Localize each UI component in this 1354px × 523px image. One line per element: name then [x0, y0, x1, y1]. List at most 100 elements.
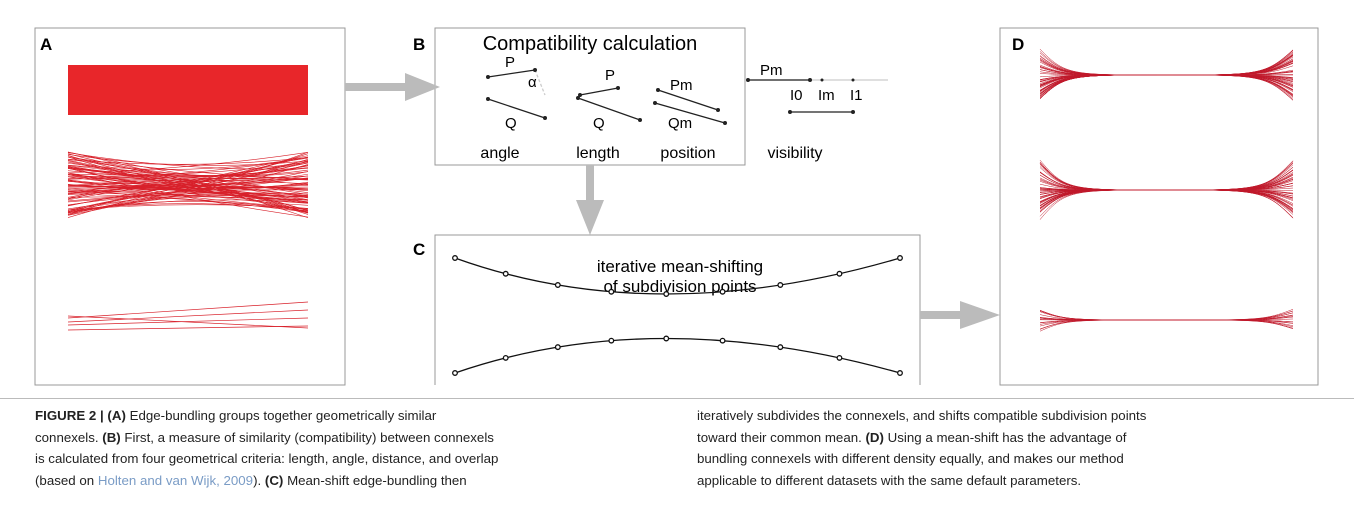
subdivision-point: [719, 337, 726, 344]
edge: [67, 187, 309, 195]
caption-line: applicable to different datasets with th…: [697, 470, 1146, 492]
edge: [67, 199, 309, 214]
caption-line: connexels. (B) First, a measure of simil…: [35, 427, 498, 449]
subdivision-point: [502, 354, 509, 361]
edge: [67, 179, 309, 197]
caption-text: (B): [102, 429, 121, 445]
panel-d-frame: [999, 27, 1319, 386]
bundle-edge: [1039, 174, 1294, 214]
subdivision-point: [554, 344, 561, 351]
edge: [67, 157, 309, 165]
bundle-edge: [1039, 74, 1294, 101]
edge: [67, 179, 309, 201]
panel-text: of subdivision points: [603, 277, 756, 296]
dense-edges: [68, 65, 308, 115]
citation-link[interactable]: Holten and van Wijk, 2009: [97, 472, 254, 488]
edge: [67, 201, 309, 213]
caption-text: FIGURE 2 | (A): [35, 408, 126, 423]
caption-text: Mean-shift edge-bundling then: [283, 472, 467, 488]
bundle-edge: [1039, 50, 1294, 76]
bundle-edge: [1039, 163, 1294, 204]
subdivision-point: [608, 288, 615, 295]
bundle-edge: [1039, 189, 1294, 218]
caption-text: toward their common mean.: [697, 429, 866, 445]
caption-text: (C): [264, 472, 284, 488]
bundle-edge: [1039, 189, 1294, 219]
edge: [67, 174, 309, 182]
bundle-edge: [1039, 64, 1294, 98]
edge: [67, 180, 309, 209]
bundle-edge: [1039, 172, 1294, 220]
edge: [67, 156, 309, 170]
caption-line: is calculated from four geometrical crit…: [35, 448, 498, 470]
edge: [67, 193, 309, 210]
caption-text: ).: [253, 472, 265, 488]
criteria-drawings: [486, 68, 888, 125]
edge: [67, 192, 309, 206]
edge: [67, 184, 309, 191]
caption-text: connexels.: [35, 429, 103, 445]
subdivision-point: [777, 344, 784, 351]
edge: [67, 317, 309, 326]
subdivision-point: [608, 337, 615, 344]
caption-text: First, a measure of similarity (compatib…: [120, 429, 494, 445]
panel-d-bundles: [1039, 48, 1294, 332]
subdivision-point: [663, 291, 670, 297]
bundle-edge: [1039, 56, 1294, 76]
edge: [67, 156, 309, 218]
edge: [67, 167, 309, 196]
panel-label: D: [1012, 35, 1024, 54]
panel-text: iterative mean-shifting: [597, 257, 763, 276]
caption-line: FIGURE 2 | (A) Edge-bundling groups toge…: [35, 405, 498, 427]
symbol: I0: [790, 87, 803, 104]
caption-line: (based on Holten and van Wijk, 2009). (C…: [35, 470, 498, 492]
caption-line: bundling connexels with different densit…: [697, 448, 1146, 470]
symbol: Pm: [760, 62, 783, 79]
bundle-edge: [1039, 161, 1294, 191]
edge: [67, 315, 309, 329]
symbol: Q: [593, 115, 605, 132]
subdivision-point: [836, 270, 843, 277]
criterion: position: [660, 145, 715, 162]
caption: FIGURE 2 | (A) Edge-bundling groups toge…: [0, 398, 1354, 514]
bundle-edge: [1039, 309, 1294, 321]
edge: [67, 301, 309, 319]
edge: [67, 309, 309, 323]
bundle-edge: [1039, 66, 1294, 96]
figure: A B C D Compatibility calculation P α Q …: [34, 27, 1319, 386]
subdivision-point: [554, 282, 561, 288]
symbol: Qm: [668, 115, 692, 132]
caption-line: toward their common mean. (D) Using a me…: [697, 427, 1146, 449]
caption-column: FIGURE 2 | (A) Edge-bundling groups toge…: [35, 405, 498, 491]
symbol: Pm: [670, 77, 693, 94]
symbol: P: [505, 54, 515, 71]
edge: [67, 153, 309, 177]
symbol: P: [605, 67, 615, 84]
panel-a-edges: [67, 65, 309, 331]
bundle-edge: [1039, 161, 1294, 191]
bundle-edge: [1039, 314, 1294, 332]
bundle-edge: [1039, 74, 1294, 100]
bundle-edge: [1039, 310, 1294, 325]
curve: [454, 337, 901, 374]
subdivision-point: [452, 255, 458, 261]
panel-label: B: [413, 35, 425, 54]
criterion: visibility: [767, 145, 822, 162]
panel-label: A: [40, 35, 52, 54]
edge: [67, 166, 309, 206]
bundle-edge: [1039, 179, 1294, 199]
panel-label: C: [413, 240, 425, 259]
caption-text: Edge-bundling groups together geometrica…: [125, 408, 437, 423]
edge: [67, 325, 309, 331]
bundle-edge: [1039, 159, 1294, 211]
edge: [67, 159, 309, 206]
criterion: angle: [480, 145, 519, 162]
edge: [67, 172, 309, 218]
panel-a-frame: [34, 27, 346, 386]
symbol: α: [528, 74, 537, 91]
subdivision-point: [452, 370, 458, 376]
subdivision-point: [897, 370, 903, 376]
symbol: Im: [818, 87, 835, 104]
subdivision-curves: [452, 255, 903, 376]
